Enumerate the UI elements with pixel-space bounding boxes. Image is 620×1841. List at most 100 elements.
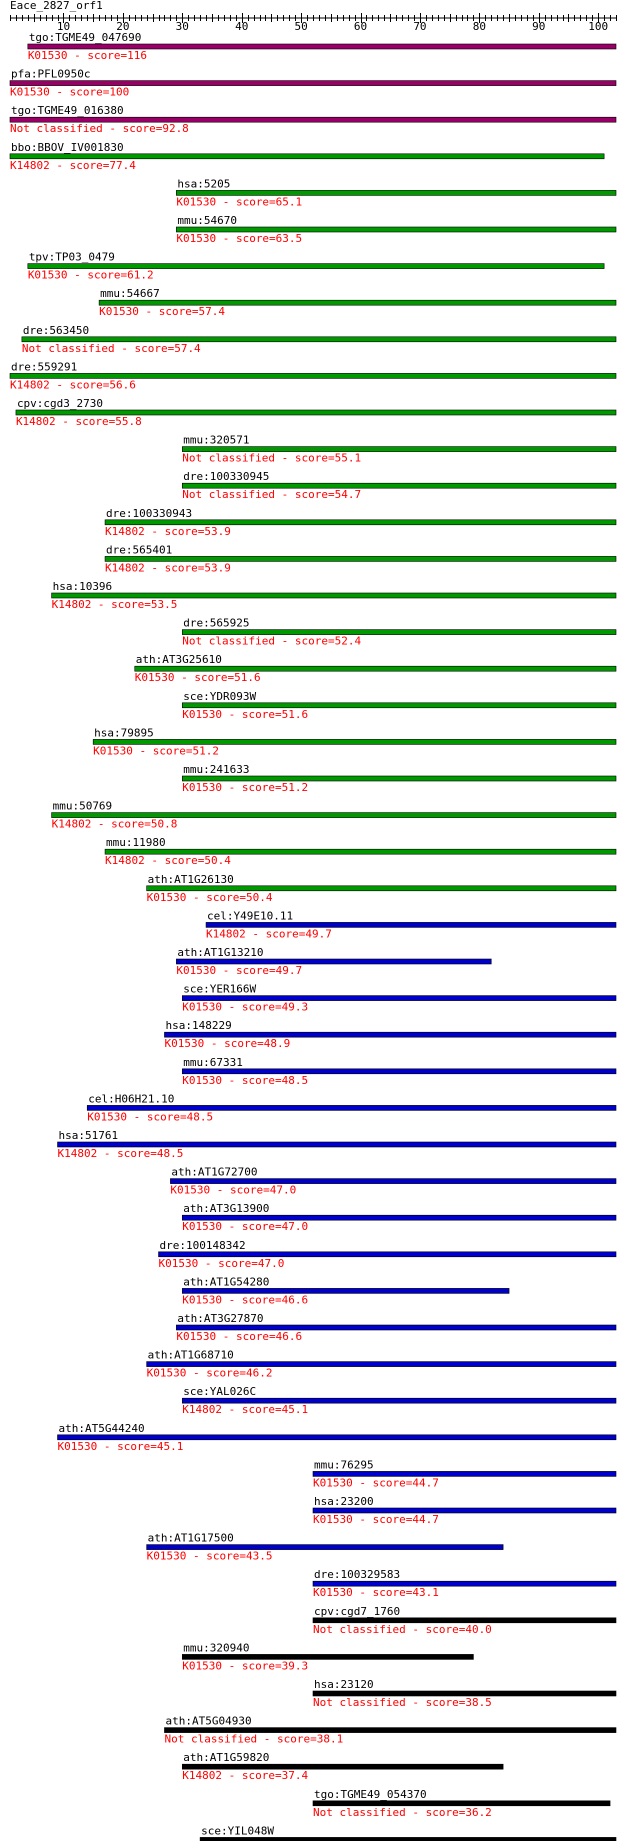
hit-bar[interactable] — [176, 190, 617, 196]
hit-bar[interactable] — [312, 1507, 617, 1514]
hit-bar[interactable] — [9, 153, 605, 160]
hit-bar[interactable] — [86, 1105, 617, 1111]
hit-bar[interactable] — [181, 629, 617, 635]
hit-bar[interactable] — [57, 1141, 617, 1148]
hit-bar[interactable] — [146, 1544, 504, 1550]
hit-name[interactable]: hsa:23200 — [314, 1495, 374, 1508]
hit-bar[interactable] — [199, 1837, 617, 1841]
hit-bar[interactable] — [21, 336, 617, 343]
hit-bar[interactable] — [92, 739, 617, 745]
hit-bar[interactable] — [181, 1288, 510, 1294]
hit-name[interactable]: mmu:54667 — [100, 287, 160, 300]
hit-bar[interactable] — [181, 775, 617, 782]
hit-name[interactable]: ath:AT1G17500 — [148, 1532, 234, 1545]
hit-name[interactable]: dre:565401 — [106, 543, 172, 556]
hit-name[interactable]: pfa:PFL0950c — [11, 68, 90, 81]
hit-name[interactable]: dre:100330943 — [106, 507, 192, 520]
hit-bar[interactable] — [134, 665, 617, 672]
hit-name[interactable]: hsa:10396 — [53, 580, 113, 593]
hit-name[interactable]: tgo:TGME49_047690 — [29, 31, 142, 44]
hit-bar[interactable] — [104, 519, 617, 526]
hit-bar[interactable] — [181, 446, 617, 452]
hit-bar[interactable] — [146, 885, 617, 892]
hit-name[interactable]: bbo:BBOV_IV001830 — [11, 141, 124, 154]
hit-bar[interactable] — [312, 1690, 617, 1697]
hit-name[interactable]: sce:YER166W — [183, 983, 256, 996]
hit-name[interactable]: ath:AT5G44240 — [59, 1422, 145, 1435]
hit-bar[interactable] — [181, 1068, 617, 1075]
hit-name[interactable]: dre:559291 — [11, 360, 77, 373]
hit-name[interactable]: ath:AT1G26130 — [148, 873, 234, 886]
hit-bar[interactable] — [176, 226, 617, 233]
hit-name[interactable]: mmu:54670 — [177, 214, 237, 227]
hit-bar[interactable] — [51, 812, 617, 818]
hit-bar[interactable] — [312, 1471, 617, 1477]
hit-bar[interactable] — [312, 1580, 617, 1587]
hit-bar[interactable] — [164, 1727, 617, 1733]
hit-bar[interactable] — [181, 702, 617, 709]
hit-name[interactable]: ath:AT3G13900 — [183, 1202, 269, 1215]
hit-name[interactable]: cpv:cgd7_1760 — [314, 1605, 400, 1618]
hit-name[interactable]: tgo:TGME49_016380 — [11, 104, 124, 117]
hit-name[interactable]: cel:H06H21.10 — [88, 1092, 174, 1105]
hit-name[interactable]: dre:100148342 — [160, 1239, 246, 1252]
hit-bar[interactable] — [205, 922, 617, 928]
hit-name[interactable]: ath:AT3G25610 — [136, 653, 222, 666]
hit-name[interactable]: cel:Y49E10.11 — [207, 909, 293, 922]
hit-name[interactable]: sce:YDR093W — [183, 690, 256, 703]
hit-bar[interactable] — [312, 1800, 611, 1807]
hit-name[interactable]: hsa:79895 — [94, 726, 154, 739]
hit-name[interactable]: cpv:cgd3_2730 — [17, 397, 103, 410]
hit-bar[interactable] — [98, 299, 617, 306]
hit-name[interactable]: ath:AT1G54280 — [183, 1275, 269, 1288]
hit-bar[interactable] — [9, 116, 617, 123]
hit-bar[interactable] — [15, 409, 617, 416]
hit-bar[interactable] — [181, 1214, 617, 1221]
hit-name[interactable]: dre:565925 — [183, 617, 249, 630]
hit-name[interactable]: sce:YIL048W — [201, 1824, 274, 1837]
hit-bar[interactable] — [181, 1654, 474, 1660]
hit-bar[interactable] — [170, 1178, 617, 1184]
hit-bar[interactable] — [57, 1434, 617, 1441]
hit-bar[interactable] — [181, 1763, 504, 1770]
hit-bar[interactable] — [104, 556, 617, 562]
hit-bar[interactable] — [181, 1397, 617, 1404]
hit-name[interactable]: hsa:148229 — [165, 1019, 231, 1032]
hit-bar[interactable] — [27, 43, 617, 50]
hit-bar[interactable] — [51, 592, 617, 599]
hit-bar[interactable] — [9, 373, 617, 379]
hit-name[interactable]: ath:AT3G27870 — [177, 1312, 263, 1325]
hit-name[interactable]: hsa:5205 — [177, 177, 230, 190]
hit-bar[interactable] — [104, 848, 617, 855]
hit-name[interactable]: ath:AT5G04930 — [165, 1715, 251, 1728]
hit-name[interactable]: dre:100329583 — [314, 1568, 400, 1581]
hit-bar[interactable] — [181, 482, 617, 489]
hit-name[interactable]: mmu:320940 — [183, 1641, 249, 1654]
hit-name[interactable]: dre:100330945 — [183, 470, 269, 483]
hit-name[interactable]: mmu:241633 — [183, 763, 249, 776]
hit-name[interactable]: tpv:TP03_0479 — [29, 251, 115, 264]
hit-bar[interactable] — [146, 1361, 617, 1367]
hit-bar[interactable] — [164, 1031, 617, 1038]
hit-name[interactable]: mmu:76295 — [314, 1458, 374, 1471]
hit-name[interactable]: mmu:320571 — [183, 434, 249, 447]
hit-bar[interactable] — [176, 958, 492, 965]
hit-name[interactable]: ath:AT1G72700 — [171, 1166, 257, 1179]
hit-name[interactable]: mmu:11980 — [106, 836, 166, 849]
hit-bar[interactable] — [158, 1251, 617, 1258]
hit-bar[interactable] — [176, 1324, 617, 1331]
hit-bar[interactable] — [312, 1617, 617, 1624]
hit-name[interactable]: tgo:TGME49_054370 — [314, 1788, 427, 1801]
hit-name[interactable]: dre:563450 — [23, 324, 89, 337]
hit-name[interactable]: sce:YAL026C — [183, 1385, 256, 1398]
hit-name[interactable]: ath:AT1G68710 — [148, 1349, 234, 1362]
hit-bar[interactable] — [27, 263, 605, 269]
hit-name[interactable]: hsa:23120 — [314, 1678, 374, 1691]
hit-name[interactable]: ath:AT1G59820 — [183, 1751, 269, 1764]
hit-bar[interactable] — [181, 995, 617, 1001]
hit-name[interactable]: mmu:50769 — [53, 800, 113, 813]
hit-bar[interactable] — [9, 80, 617, 86]
hit-name[interactable]: hsa:51761 — [59, 1129, 119, 1142]
hit-name[interactable]: mmu:67331 — [183, 1056, 243, 1069]
hit-name[interactable]: ath:AT1G13210 — [177, 946, 263, 959]
